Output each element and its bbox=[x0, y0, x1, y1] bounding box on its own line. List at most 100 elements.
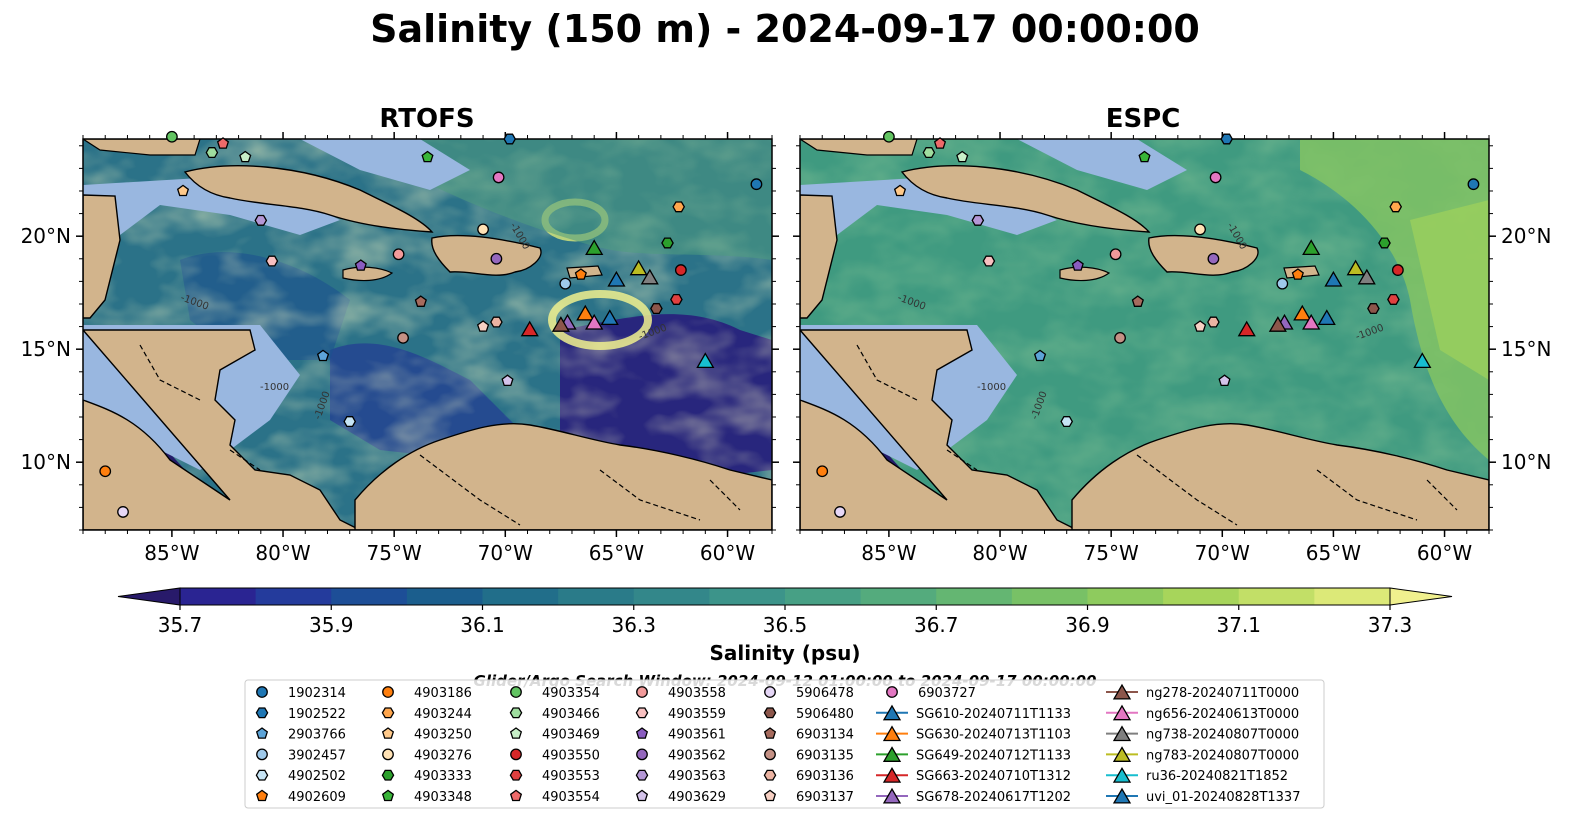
legend-marker bbox=[381, 769, 395, 781]
marker-4903354 bbox=[883, 130, 895, 143]
marker-SG610-20240711T1133 bbox=[1324, 270, 1343, 287]
marker-4903244 bbox=[672, 201, 686, 213]
legend-label: ng278-20240711T0000 bbox=[1146, 686, 1299, 701]
legend-label: 4903563 bbox=[668, 769, 726, 784]
marker-SG663-20240710T1312 bbox=[520, 320, 539, 337]
legend-label: ng783-20240807T0000 bbox=[1146, 748, 1299, 763]
legend-entry: SG678-20240617T1202 bbox=[876, 787, 1071, 805]
colorbar-tick-label: 36.1 bbox=[460, 613, 505, 637]
marker-SG649-20240712T1133 bbox=[585, 239, 604, 256]
marker-5906480 bbox=[650, 303, 663, 315]
marker-ng783-20240807T0000 bbox=[1346, 259, 1365, 276]
colorbar-cell bbox=[1238, 588, 1315, 605]
legend-marker bbox=[763, 727, 777, 739]
marker-4903276 bbox=[1194, 223, 1206, 236]
colorbar-cell bbox=[860, 588, 937, 605]
shelf-espc bbox=[800, 178, 1057, 300]
contour-label: -1000 bbox=[260, 382, 289, 393]
marker-ng278-20240711T0000 bbox=[551, 316, 570, 332]
marker-ng783-20240807T0000 bbox=[629, 259, 648, 276]
legend-label: ng656-20240613T0000 bbox=[1146, 707, 1299, 722]
colorbar-tick-label: 35.7 bbox=[158, 613, 203, 637]
panel-rtofs: RTOFS -1000 -1000 bbox=[21, 104, 779, 565]
colorbar-cell bbox=[785, 588, 862, 605]
legend-entry: 4903554 bbox=[509, 789, 600, 805]
marker-4903553 bbox=[670, 293, 683, 305]
country-borders-rtofs bbox=[139, 344, 741, 526]
legend-label: 4903244 bbox=[414, 707, 472, 722]
marker-3902457 bbox=[559, 277, 572, 290]
marker-2903766 bbox=[316, 349, 330, 362]
marker-4903563 bbox=[971, 214, 985, 226]
x-tick-label: 75°W bbox=[1084, 541, 1139, 565]
legend-marker bbox=[509, 789, 523, 802]
marker-ng278-20240711T0000 bbox=[1268, 316, 1287, 332]
marker-4903333 bbox=[1378, 237, 1391, 249]
legend-label: 4903348 bbox=[414, 790, 472, 805]
legend-marker bbox=[382, 686, 394, 698]
marker-4903469 bbox=[956, 150, 969, 163]
marker-SG663-20240710T1312 bbox=[1237, 320, 1256, 337]
marker-4903469 bbox=[239, 150, 252, 163]
legend-marker bbox=[635, 769, 649, 781]
legend-marker bbox=[1112, 767, 1132, 783]
land-south-america-rtofs bbox=[354, 422, 772, 530]
colorbar-cell bbox=[1314, 588, 1391, 605]
marker-4902502 bbox=[1060, 416, 1074, 428]
colorbar-tick-label: 36.9 bbox=[1065, 613, 1110, 637]
legend-entry: SG663-20240710T1312 bbox=[876, 767, 1071, 784]
x-tick-label: 60°W bbox=[700, 541, 755, 565]
legend-label: 4903469 bbox=[542, 728, 600, 743]
marker-6903134 bbox=[1131, 295, 1144, 307]
legend-marker bbox=[1112, 725, 1132, 742]
colorbar-extend-high bbox=[1389, 587, 1453, 606]
axes-frame-rtofs bbox=[82, 138, 773, 531]
colorbar-extend-low bbox=[117, 587, 181, 606]
land-cuba-rtofs bbox=[183, 165, 434, 233]
colorbar: 35.7 35.9 36.1 36.3 36.5 36.7 36.9 37.1 37.3 Sal… bbox=[117, 587, 1453, 665]
figure-title: Salinity (150 m) - 2024-09-17 00:00:00 bbox=[370, 7, 1200, 51]
y-tick-label: 20°N bbox=[21, 224, 71, 248]
colorbar-label: Salinity (psu) bbox=[709, 641, 860, 665]
marker-6903134 bbox=[414, 295, 427, 307]
land-yucatan-espc bbox=[800, 194, 838, 319]
x-tick-label: 60°W bbox=[1417, 541, 1472, 565]
x-tick-label: 85°W bbox=[144, 541, 199, 565]
colorbar-cells bbox=[117, 587, 1453, 606]
legend-marker bbox=[255, 727, 269, 739]
marker-4903553 bbox=[1387, 293, 1400, 305]
marker-4903550 bbox=[674, 264, 687, 276]
legend-label: 5906478 bbox=[796, 686, 854, 701]
axis-ticks-rtofs: 85°W 80°W 75°W 70°W 65°W 60°W 10°N 15°N 20°N bbox=[21, 132, 779, 565]
legend-label: 4902502 bbox=[288, 769, 346, 784]
north-atlantic-field-rtofs bbox=[400, 139, 772, 260]
legend-entry: 4903553 bbox=[509, 769, 600, 784]
y-tick-label: 15°N bbox=[1501, 337, 1551, 361]
legend-marker bbox=[255, 707, 269, 719]
legend-marker bbox=[381, 789, 395, 802]
legend-label: 4903562 bbox=[668, 748, 726, 763]
y-tick-label: 20°N bbox=[1501, 224, 1551, 248]
legend-label: 6903134 bbox=[796, 728, 854, 743]
legend-marker bbox=[882, 767, 902, 783]
marker-5906478 bbox=[117, 506, 129, 518]
colorbar-cell bbox=[936, 588, 1013, 605]
shelf-rtofs bbox=[83, 178, 340, 300]
colorbar-tick-label: 36.5 bbox=[763, 613, 808, 637]
x-tick-label: 65°W bbox=[589, 541, 644, 565]
colorbar-cell bbox=[1163, 588, 1240, 605]
marker-4903562 bbox=[1207, 252, 1220, 265]
marker-4903186 bbox=[816, 465, 829, 478]
panel-title-rtofs: RTOFS bbox=[379, 104, 474, 134]
land-yucatan-rtofs bbox=[83, 194, 121, 319]
legend-label: 4903561 bbox=[668, 728, 726, 743]
legend-entry: 4902609 bbox=[255, 789, 346, 805]
marker-4903550 bbox=[1391, 264, 1404, 276]
legend-entry: 4903276 bbox=[382, 748, 472, 763]
legend-entry: 6903727 bbox=[886, 686, 976, 701]
land-hispaniola-espc bbox=[1148, 234, 1259, 276]
legend-marker bbox=[636, 686, 648, 698]
legend-marker bbox=[636, 748, 648, 761]
colorbar-tick-label: 37.1 bbox=[1216, 613, 1261, 637]
